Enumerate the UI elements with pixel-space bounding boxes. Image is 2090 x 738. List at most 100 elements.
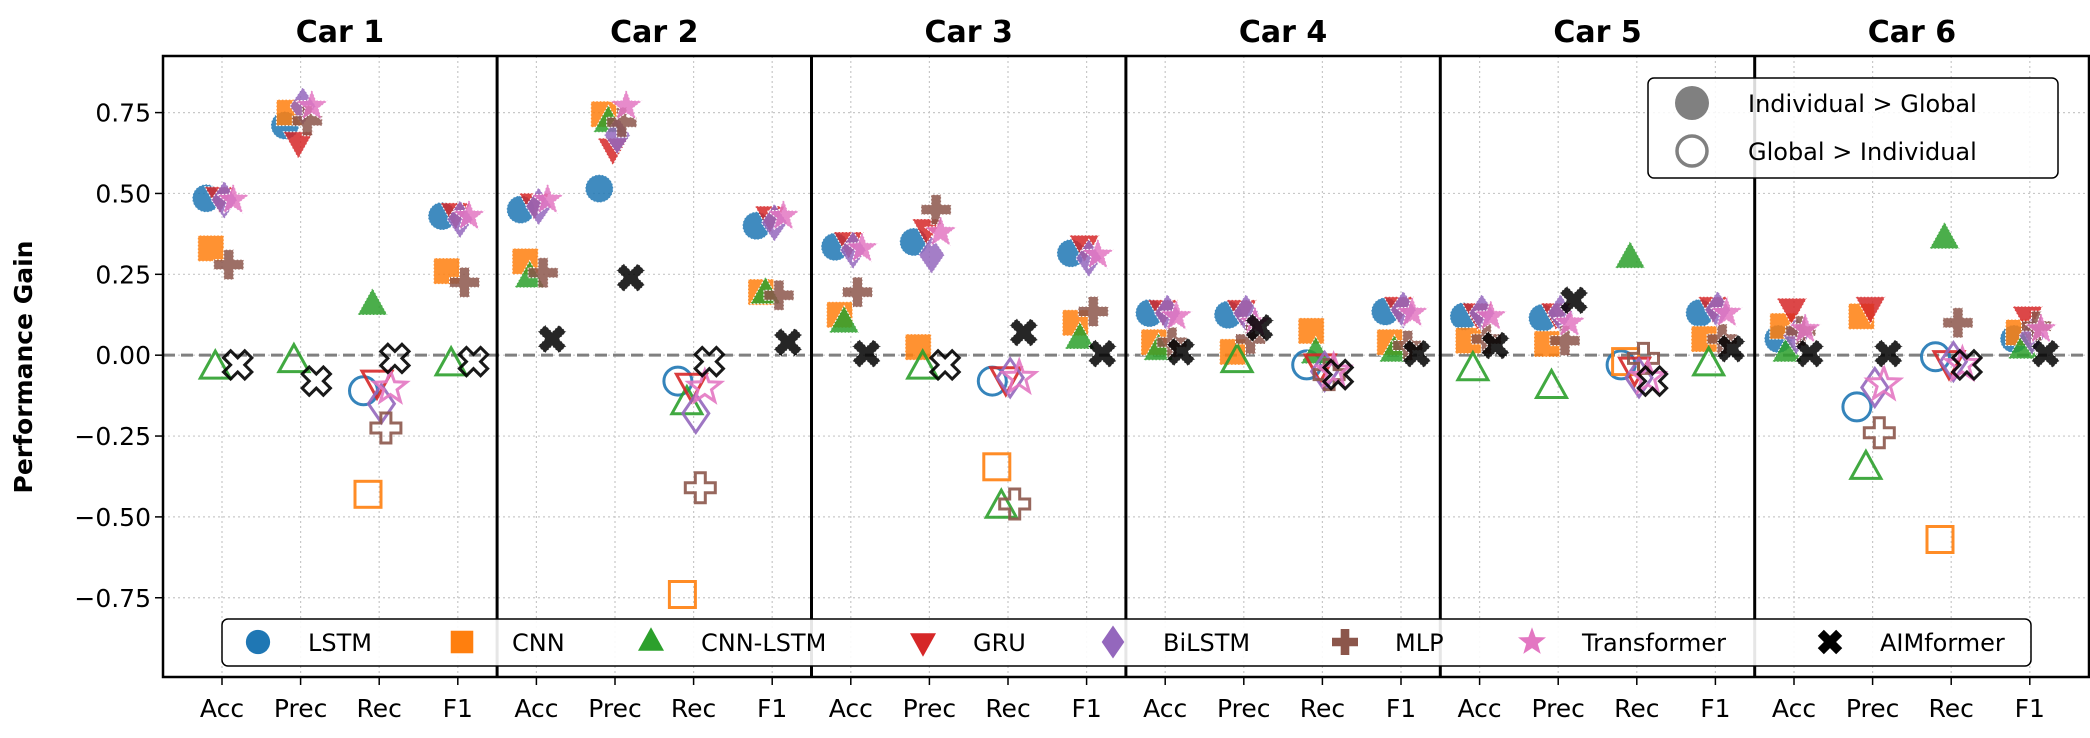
marker-mlp-car5-rec (1627, 341, 1660, 375)
marker-transformer-car2-f1-shape (765, 197, 801, 232)
marker-transformer-car5-prec (1551, 304, 1587, 338)
marker-mlp-car2-rec (683, 471, 717, 505)
marker-mlp-car1-acc (213, 249, 245, 281)
marker-mlp-car3-rec-shape (998, 487, 1032, 521)
marker-cnn-lstm-car6-prec (1848, 448, 1884, 480)
marker-gru-car1-rec-shape (359, 369, 395, 402)
marker-transformer-car3-rec (998, 356, 1040, 396)
marker-bilstm-car3-prec-shape (917, 235, 946, 275)
marker-aimformer-car1-acc-shape (221, 348, 254, 382)
marker-aimformer-car2-rec-shape (693, 345, 726, 378)
marker-cnn-lstm-car5-prec (1533, 367, 1570, 399)
marker-transformer-car5-rec (1627, 356, 1669, 396)
marker-transformer-car2-prec-shape (608, 87, 644, 122)
marker-cnn-lstm-car3-prec (905, 348, 941, 380)
panel-title-car-5: Car 5 (1553, 15, 1641, 50)
marker-bilstm-car2-rec-shape (680, 391, 711, 436)
marker-transformer-car2-acc-shape (530, 181, 566, 215)
marker-transformer-car4-rec (1313, 350, 1354, 389)
marker-mlp-car1-rec (369, 411, 403, 445)
legend-marker-bilstm (1101, 625, 1125, 659)
legend-label-bilstm: BiLSTM (1163, 629, 1250, 657)
model-legend-box (221, 618, 2032, 667)
marker-mlp-car6-prec-shape (1862, 416, 1896, 450)
marker-mlp-car1-prec-shape (291, 105, 323, 137)
marker-mlp-car2-f1-shape (763, 279, 795, 311)
marker-mlp-car1-f1 (449, 266, 480, 298)
marker-bilstm-car2-rec (680, 391, 711, 436)
marker-mlp-car5-prec (1549, 325, 1581, 357)
x-tick-label-rec: Rec (671, 694, 716, 723)
marker-cnn-lstm-car3-acc-shape (828, 304, 860, 334)
marker-transformer-car1-f1-shape (451, 197, 487, 232)
marker-cnn-car6-rec (1925, 525, 1955, 554)
filled-circle-icon (1675, 86, 1709, 120)
marker-gru-car1-prec-shape (282, 131, 315, 160)
marker-transformer-car5-f1-shape (1709, 294, 1745, 329)
marker-transformer-car3-f1 (1080, 236, 1116, 270)
marker-mlp-car5-rec-shape (1627, 341, 1660, 375)
legend-marker-cnn-lstm-shape (638, 627, 664, 651)
marker-transformer-car6-prec-shape (1863, 362, 1905, 402)
marker-cnn-lstm-car3-rec (983, 487, 1019, 519)
marker-cnn-lstm-car6-rec (1928, 220, 1961, 250)
x-tick-label-f1: F1 (1071, 694, 1101, 723)
marker-lstm-car6-prec-shape (1841, 391, 1873, 423)
marker-cnn-lstm-car5-acc-shape (1455, 349, 1491, 382)
marker-lstm-car6-rec-shape (1920, 341, 1951, 373)
marker-cnn-car1-rec (353, 479, 383, 509)
marker-transformer-car1-f1 (451, 197, 487, 232)
marker-mlp-car2-acc-shape (527, 257, 559, 289)
marker-aimformer-car1-f1-shape (457, 345, 490, 378)
marker-aimformer-car4-rec-shape (1321, 358, 1355, 391)
marker-transformer-car5-acc (1473, 297, 1509, 332)
marker-transformer-car4-f1-shape (1394, 294, 1430, 329)
marker-mlp-car3-f1-shape (1077, 296, 1109, 327)
marker-aimformer-car3-rec-shape (1008, 317, 1039, 348)
fill-legend-label: Individual > Global (1748, 90, 1977, 118)
marker-aimformer-car2-prec-shape (615, 262, 646, 293)
marker-transformer-car2-prec (608, 87, 644, 122)
marker-mlp-car3-acc (842, 276, 873, 308)
marker-cnn-lstm-car3-prec-shape (905, 348, 941, 380)
marker-mlp-car1-prec (291, 105, 323, 137)
marker-cnn-lstm-car3-rec-shape (983, 487, 1019, 519)
x-tick-label-f1: F1 (2015, 694, 2045, 723)
panel-title-car-4: Car 4 (1239, 15, 1327, 50)
marker-cnn-lstm-car5-f1-shape (1691, 344, 1727, 377)
marker-transformer-car2-rec-shape (684, 366, 726, 405)
x-tick-label-acc: Acc (514, 694, 558, 723)
marker-gru-car6-acc (1775, 297, 1808, 327)
marker-mlp-car1-rec-shape (369, 411, 403, 445)
legend-marker-cnn-shape (450, 630, 474, 654)
marker-transformer-car4-acc (1158, 297, 1194, 332)
marker-aimformer-car1-rec-shape (378, 342, 412, 375)
marker-cnn-lstm-car3-acc (828, 304, 860, 334)
legend-label-cnn-lstm: CNN-LSTM (701, 629, 826, 657)
marker-mlp-car2-rec-shape (683, 471, 717, 505)
legend-marker-gru (910, 633, 936, 657)
marker-cnn-lstm-car1-rec-shape (356, 286, 389, 316)
marker-cnn-lstm-car1-f1-shape (433, 344, 469, 377)
marker-gru-car1-prec (282, 131, 315, 160)
marker-cnn-car3-rec-shape (982, 452, 1012, 482)
marker-mlp-car2-prec-shape (606, 106, 638, 138)
marker-cnn-lstm-car1-prec (276, 341, 312, 374)
marker-transformer-car4-rec-shape (1313, 350, 1354, 389)
marker-cnn-lstm-car5-rec-shape (1614, 240, 1646, 269)
x-tick-label-rec: Rec (1929, 694, 1974, 723)
legend-marker-transformer-shape (1518, 627, 1546, 654)
panel-title-car-3: Car 3 (925, 15, 1013, 50)
marker-cnn-car1-acc-shape (197, 234, 225, 262)
marker-transformer-car5-rec-shape (1627, 356, 1669, 396)
marker-mlp-car6-rec (1942, 307, 1974, 339)
marker-cnn-car3-rec (982, 452, 1012, 482)
x-tick-label-prec: Prec (1846, 694, 1900, 723)
hollow-circle-icon (1675, 134, 1709, 168)
marker-transformer-car2-acc (530, 181, 566, 215)
marker-mlp-car5-prec-shape (1549, 325, 1581, 357)
marker-aimformer-car2-rec-shape (693, 345, 726, 378)
legend-marker-aimformer-shape (1817, 629, 1843, 655)
marker-mlp-car6-rec-shape (1942, 307, 1974, 339)
marker-transformer-car2-f1 (765, 197, 801, 232)
